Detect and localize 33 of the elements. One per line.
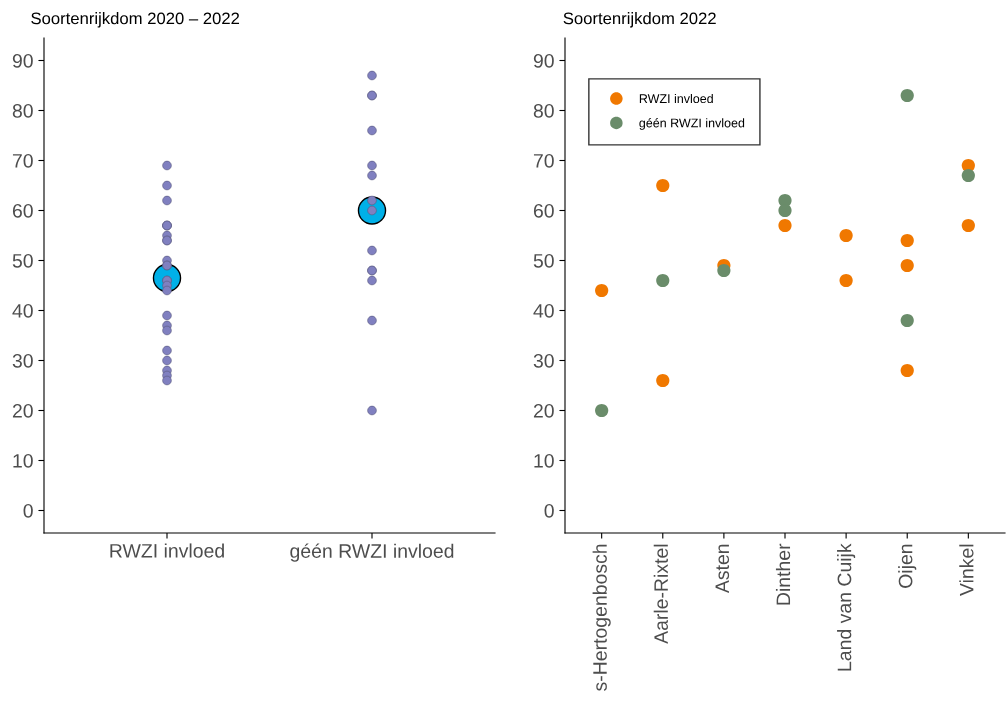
legend-label: géén RWZI invloed xyxy=(639,118,745,130)
x-tick-label: Vinkel xyxy=(959,544,974,596)
y-tick-label: 80 xyxy=(533,103,554,118)
y-tick-label: 50 xyxy=(533,253,554,268)
chart-title: Soortenrijkdom 2022 xyxy=(563,12,716,28)
y-tick-label: 30 xyxy=(12,353,33,368)
y-tick-label: 0 xyxy=(23,503,33,518)
y-tick-label: 70 xyxy=(12,153,33,168)
y-tick-label: 60 xyxy=(12,203,33,218)
x-tick-label: géén RWZI invloed xyxy=(290,543,454,562)
y-tick-label: 40 xyxy=(533,303,554,318)
x-tick-label: s-Hertogenbosch xyxy=(592,544,611,691)
y-tick-label: 50 xyxy=(12,253,33,268)
y-tick-label: 10 xyxy=(534,453,554,468)
x-tick-label: Oijen xyxy=(898,544,917,588)
chart-title: Soortenrijkdom 2020 – 2022 xyxy=(31,12,240,28)
y-tick-label: 90 xyxy=(533,53,554,68)
x-tick-label: Dinther xyxy=(775,543,791,605)
x-tick-label: RWZI invloed xyxy=(110,543,224,558)
x-tick-label: Aarle-Rixtel xyxy=(653,544,668,644)
y-tick-label: 60 xyxy=(533,203,554,218)
y-tick-label: 30 xyxy=(533,353,554,368)
y-tick-label: 0 xyxy=(544,503,554,518)
y-tick-label: 20 xyxy=(12,403,33,418)
y-tick-label: 90 xyxy=(12,53,33,68)
y-tick-label: 20 xyxy=(533,403,554,418)
y-tick-label: 70 xyxy=(533,153,554,168)
legend-label: RWZI invloed xyxy=(639,93,713,104)
x-tick-label: Asten xyxy=(715,544,730,594)
y-tick-label: 10 xyxy=(13,453,33,468)
x-tick-label: Land van Cuijk xyxy=(837,543,856,671)
y-tick-label: 40 xyxy=(12,303,33,318)
y-tick-label: 80 xyxy=(12,103,33,118)
